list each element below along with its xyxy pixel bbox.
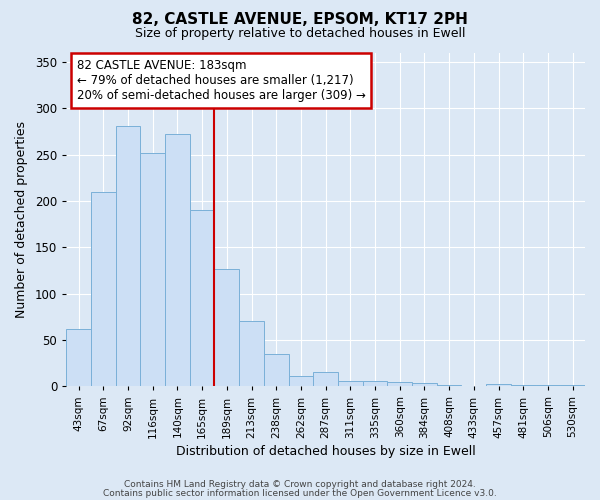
Text: 82 CASTLE AVENUE: 183sqm
← 79% of detached houses are smaller (1,217)
20% of sem: 82 CASTLE AVENUE: 183sqm ← 79% of detach… [77, 59, 365, 102]
Bar [214, 268, 239, 386]
Bar [511, 384, 536, 386]
Bar [165, 134, 190, 386]
Bar [362, 381, 388, 386]
Bar [437, 384, 461, 386]
X-axis label: Distribution of detached houses by size in Ewell: Distribution of detached houses by size … [176, 444, 475, 458]
Bar [388, 382, 412, 386]
Bar [289, 376, 313, 386]
Bar [536, 384, 560, 386]
Text: Size of property relative to detached houses in Ewell: Size of property relative to detached ho… [135, 28, 465, 40]
Text: 82, CASTLE AVENUE, EPSOM, KT17 2PH: 82, CASTLE AVENUE, EPSOM, KT17 2PH [132, 12, 468, 28]
Bar [190, 210, 214, 386]
Bar [66, 329, 91, 386]
Bar [140, 152, 165, 386]
Bar [313, 372, 338, 386]
Bar [264, 354, 289, 386]
Text: Contains HM Land Registry data © Crown copyright and database right 2024.: Contains HM Land Registry data © Crown c… [124, 480, 476, 489]
Bar [239, 322, 264, 386]
Bar [560, 384, 585, 386]
Y-axis label: Number of detached properties: Number of detached properties [15, 121, 28, 318]
Bar [116, 126, 140, 386]
Bar [338, 381, 362, 386]
Bar [412, 382, 437, 386]
Bar [486, 384, 511, 386]
Text: Contains public sector information licensed under the Open Government Licence v3: Contains public sector information licen… [103, 488, 497, 498]
Bar [91, 192, 116, 386]
